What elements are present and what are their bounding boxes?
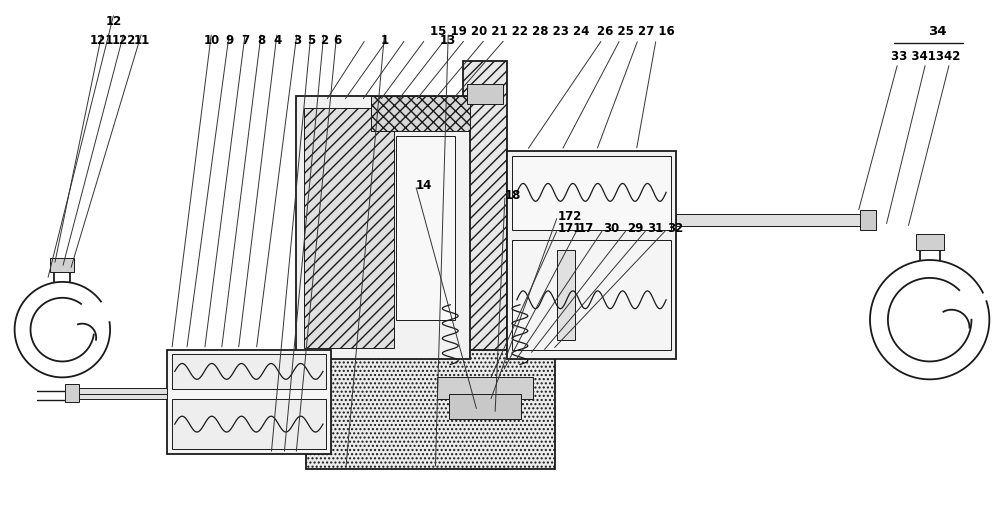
Text: 9: 9 <box>225 34 234 47</box>
Text: 33 341342: 33 341342 <box>891 49 960 62</box>
Text: 10: 10 <box>203 34 220 47</box>
Bar <box>676 214 868 226</box>
Bar <box>304 108 394 347</box>
Bar <box>296 96 470 359</box>
Text: 2: 2 <box>320 34 328 47</box>
Bar <box>306 349 555 469</box>
Bar <box>512 155 671 230</box>
Bar <box>916 234 944 250</box>
Text: 32: 32 <box>667 223 683 236</box>
Text: 6: 6 <box>333 34 341 47</box>
Text: 7: 7 <box>241 34 249 47</box>
Bar <box>467 84 503 104</box>
Text: 171: 171 <box>558 223 582 236</box>
Bar <box>172 355 326 389</box>
Bar <box>860 210 876 230</box>
Bar <box>72 388 167 396</box>
Text: 31: 31 <box>647 223 663 236</box>
Bar <box>167 349 331 454</box>
Bar <box>396 136 455 320</box>
Bar <box>463 61 507 469</box>
Bar <box>437 378 533 399</box>
Bar <box>557 250 575 340</box>
Text: 172: 172 <box>558 210 582 223</box>
Text: 30: 30 <box>603 223 620 236</box>
Bar <box>507 151 676 359</box>
Text: 14: 14 <box>415 178 432 191</box>
Text: 11: 11 <box>134 34 150 47</box>
Text: 4: 4 <box>273 34 281 47</box>
Text: 34: 34 <box>928 25 946 38</box>
Text: 17: 17 <box>578 223 594 236</box>
Text: 121: 121 <box>90 34 114 47</box>
Bar <box>371 96 470 131</box>
Text: 13: 13 <box>440 34 456 47</box>
Text: 12: 12 <box>106 15 122 28</box>
Text: 26 25 27 16: 26 25 27 16 <box>597 25 675 38</box>
Bar <box>50 258 74 272</box>
Text: 18: 18 <box>505 189 521 202</box>
Bar <box>172 399 326 449</box>
Text: 3: 3 <box>293 34 301 47</box>
Text: 1: 1 <box>381 34 389 47</box>
Text: 29: 29 <box>627 223 644 236</box>
Text: 5: 5 <box>307 34 315 47</box>
Text: 122: 122 <box>112 34 136 47</box>
Bar <box>512 240 671 349</box>
Bar <box>65 384 79 402</box>
Text: 15 19 20 21 22 28 23 24: 15 19 20 21 22 28 23 24 <box>430 25 590 38</box>
Bar <box>449 394 521 419</box>
Bar <box>72 394 167 399</box>
Text: 8: 8 <box>257 34 265 47</box>
